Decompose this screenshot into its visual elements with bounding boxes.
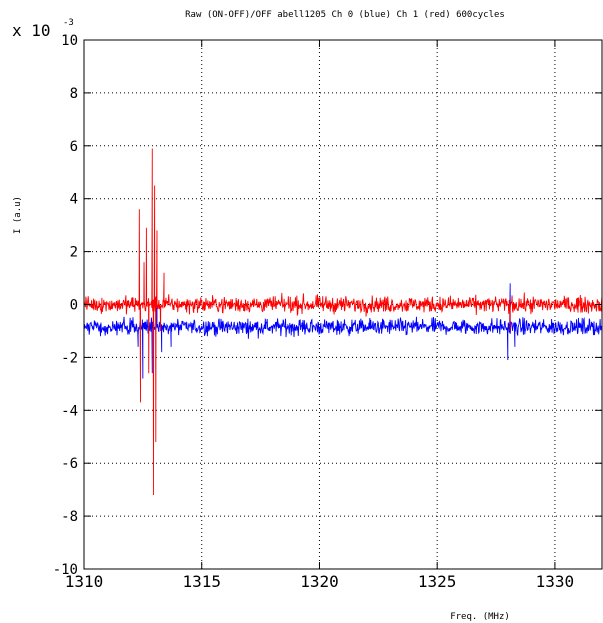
chart-title: Raw (ON-OFF)/OFF abell1205 Ch 0 (blue) C… <box>185 10 505 20</box>
y-tick-label: 8 <box>70 86 78 102</box>
y-tick-label: 2 <box>70 245 78 261</box>
y-tick-label: -6 <box>61 456 78 472</box>
series-group <box>83 148 603 495</box>
x-tick-label: 1310 <box>65 572 104 591</box>
series-1-line <box>83 148 603 495</box>
y-scale-exponent: -3 <box>63 18 74 28</box>
x-tick-label: 1315 <box>182 572 221 591</box>
x-tick-label: 1330 <box>536 572 575 591</box>
y-tick-label: -8 <box>61 509 78 525</box>
y-tick-label: 4 <box>70 192 78 208</box>
y-tick-label: -10 <box>53 562 78 578</box>
y-tick-label: 6 <box>70 139 78 155</box>
y-tick-label: -2 <box>61 350 78 366</box>
x-axis-label: Freq. (MHz) <box>450 612 510 622</box>
tick-labels-group: 1310 1315 1320 1325 1330 -10 -8 -6 -4 -2 0 2 4 6 8 10 <box>53 33 574 591</box>
series-0-line <box>83 283 603 379</box>
plot-frame <box>83 39 603 570</box>
x-tick-label: 1325 <box>418 572 457 591</box>
y-tick-label: 0 <box>70 298 78 314</box>
y-tick-label: -4 <box>61 403 78 419</box>
x-tick-label: 1320 <box>300 572 339 591</box>
y-axis-label: I (a.u) <box>13 196 23 234</box>
y-scale-label: x 10 <box>12 21 51 40</box>
y-tick-label: 10 <box>61 33 78 49</box>
